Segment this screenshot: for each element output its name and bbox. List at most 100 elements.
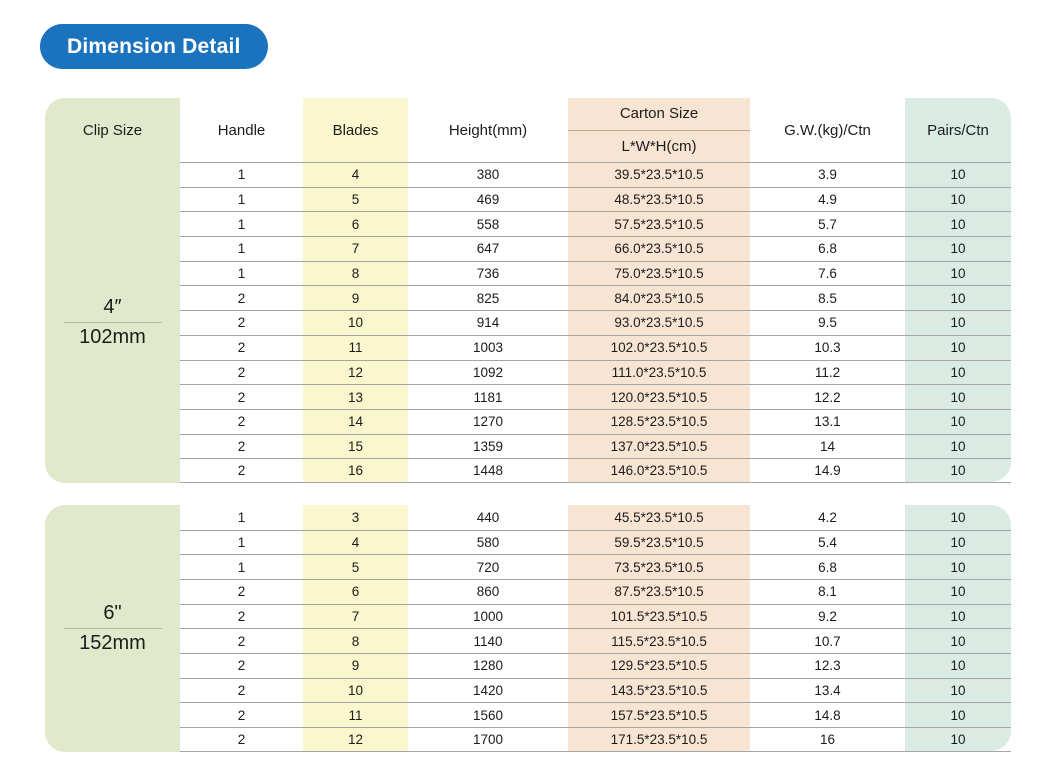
- pairs-cell: 10: [905, 654, 1011, 678]
- handle-cell: 1: [237, 241, 246, 257]
- table-row: 1 8 736 75.0*23.5*10.5 7.6 10: [180, 260, 1011, 286]
- blades-cell: 6: [303, 212, 408, 237]
- table-row: 2 9 1280 129.5*23.5*10.5 12.3 10: [180, 653, 1011, 678]
- height-cell: 1270: [472, 414, 504, 430]
- blades-cell: 15: [303, 434, 408, 459]
- handle-cell: 2: [237, 364, 246, 380]
- blades-cell: 9: [303, 654, 408, 678]
- gw-cell: 12.2: [814, 389, 841, 405]
- gw-cell: 9.5: [818, 315, 837, 331]
- carton-cell: 84.0*23.5*10.5: [568, 286, 750, 311]
- height-cell: 558: [476, 216, 500, 232]
- carton-cell: 143.5*23.5*10.5: [568, 678, 750, 703]
- handle-cell: 1: [237, 534, 246, 550]
- clip-size-column-4-inch: Clip Size 4″ 102mm: [45, 98, 180, 483]
- carton-cell: 45.5*23.5*10.5: [568, 504, 750, 530]
- pairs-cell: 10: [905, 504, 1011, 530]
- height-cell: 1092: [472, 364, 504, 380]
- pairs-cell: 10: [905, 163, 1011, 187]
- table-row: 1 6 558 57.5*23.5*10.5 5.7 10: [180, 211, 1011, 237]
- height-header: Height(mm): [408, 98, 568, 162]
- pairs-cell: 10: [905, 530, 1011, 555]
- height-cell: 647: [476, 241, 500, 257]
- handle-cell: 2: [237, 731, 246, 747]
- carton-cell: 102.0*23.5*10.5: [568, 335, 750, 360]
- table-section-6-inch: 6" 152mm 1 3 440 45.5*23.5*10.5 4.2 10 1 4 580 59…: [45, 504, 1011, 752]
- table-row: 2 11 1003 102.0*23.5*10.5 10.3 10: [180, 334, 1011, 360]
- table-row: 2 15 1359 137.0*23.5*10.5 14 10: [180, 433, 1011, 459]
- blades-cell: 4: [303, 163, 408, 187]
- pairs-per-carton-header: Pairs/Ctn: [905, 98, 1011, 162]
- carton-cell: 171.5*23.5*10.5: [568, 728, 750, 751]
- clip-size-divider: [63, 321, 162, 323]
- gw-cell: 5.4: [818, 534, 837, 550]
- blades-cell: 6: [303, 580, 408, 604]
- blades-cell: 10: [303, 311, 408, 335]
- blades-header: Blades: [303, 98, 408, 162]
- height-cell: 1000: [472, 609, 504, 625]
- table-row: 2 12 1700 171.5*23.5*10.5 16 10: [180, 727, 1011, 752]
- gw-cell: 11.2: [814, 364, 841, 380]
- handle-cell: 2: [237, 707, 246, 723]
- table-row: 2 7 1000 101.5*23.5*10.5 9.2 10: [180, 603, 1011, 629]
- pairs-cell: 10: [905, 286, 1011, 311]
- table-row: 1 4 380 39.5*23.5*10.5 3.9 10: [180, 162, 1011, 187]
- blades-cell: 16: [303, 459, 408, 482]
- table-row: 1 5 720 73.5*23.5*10.5 6.8 10: [180, 554, 1011, 579]
- pairs-cell: 10: [905, 385, 1011, 409]
- blades-cell: 7: [303, 237, 408, 261]
- pairs-cell: 10: [905, 459, 1011, 482]
- table-row: 2 11 1560 157.5*23.5*10.5 14.8 10: [180, 702, 1011, 728]
- carton-cell: 73.5*23.5*10.5: [568, 555, 750, 579]
- table-row: 2 8 1140 115.5*23.5*10.5 10.7 10: [180, 628, 1011, 654]
- gw-cell: 13.1: [814, 414, 841, 430]
- pairs-cell: 10: [905, 360, 1011, 385]
- carton-cell: 128.5*23.5*10.5: [568, 409, 750, 434]
- handle-cell: 1: [237, 509, 246, 525]
- blades-cell: 8: [303, 261, 408, 286]
- gw-cell: 13.4: [814, 683, 841, 699]
- height-cell: 1140: [473, 633, 503, 649]
- dimension-detail-badge: Dimension Detail: [40, 24, 268, 69]
- table-row: 2 16 1448 146.0*23.5*10.5 14.9 10: [180, 458, 1011, 483]
- table-row: 1 3 440 45.5*23.5*10.5 4.2 10: [180, 504, 1011, 530]
- table-row: 2 6 860 87.5*23.5*10.5 8.1 10: [180, 579, 1011, 604]
- gw-cell: 16: [819, 731, 836, 747]
- gw-cell: 6.8: [818, 241, 837, 257]
- height-cell: 440: [476, 509, 500, 525]
- pairs-cell: 10: [905, 187, 1011, 212]
- pairs-cell: 10: [905, 237, 1011, 261]
- blades-cell: 3: [303, 504, 408, 530]
- height-cell: 1003: [472, 340, 504, 356]
- carton-size-title: Carton Size: [619, 105, 699, 123]
- clip-size-label-4-inch: 4″ 102mm: [45, 162, 180, 483]
- blades-cell: 13: [303, 385, 408, 409]
- height-cell: 860: [476, 584, 500, 600]
- handle-cell: 2: [237, 290, 246, 306]
- carton-cell: 59.5*23.5*10.5: [568, 530, 750, 555]
- carton-cell: 157.5*23.5*10.5: [568, 703, 750, 728]
- carton-cell: 93.0*23.5*10.5: [568, 311, 750, 335]
- handle-cell: 2: [237, 340, 246, 356]
- carton-cell: 101.5*23.5*10.5: [568, 604, 750, 629]
- table-row: 1 5 469 48.5*23.5*10.5 4.9 10: [180, 186, 1011, 212]
- table-section-4-inch: Clip Size 4″ 102mm Handle Blades Height(…: [45, 98, 1011, 483]
- gw-cell: 12.3: [814, 658, 841, 674]
- table-row: 2 10 914 93.0*23.5*10.5 9.5 10: [180, 310, 1011, 335]
- handle-cell: 1: [237, 192, 246, 208]
- height-cell: 736: [476, 266, 500, 282]
- table-row: 2 12 1092 111.0*23.5*10.5 11.2 10: [180, 359, 1011, 385]
- gw-cell: 7.6: [818, 266, 837, 282]
- table-row: 1 4 580 59.5*23.5*10.5 5.4 10: [180, 529, 1011, 555]
- blades-cell: 9: [303, 286, 408, 311]
- height-cell: 1700: [472, 731, 504, 747]
- carton-size-subtitle: L*W*H(cm): [621, 137, 697, 155]
- carton-cell: 48.5*23.5*10.5: [568, 187, 750, 212]
- gw-cell: 4.2: [818, 509, 837, 525]
- blades-cell: 11: [303, 335, 408, 360]
- clip-size-inches: 4″: [103, 295, 122, 318]
- blades-cell: 12: [303, 728, 408, 751]
- clip-size-label-6-inch: 6" 152mm: [45, 505, 180, 752]
- height-cell: 380: [476, 167, 500, 183]
- carton-cell: 129.5*23.5*10.5: [568, 654, 750, 678]
